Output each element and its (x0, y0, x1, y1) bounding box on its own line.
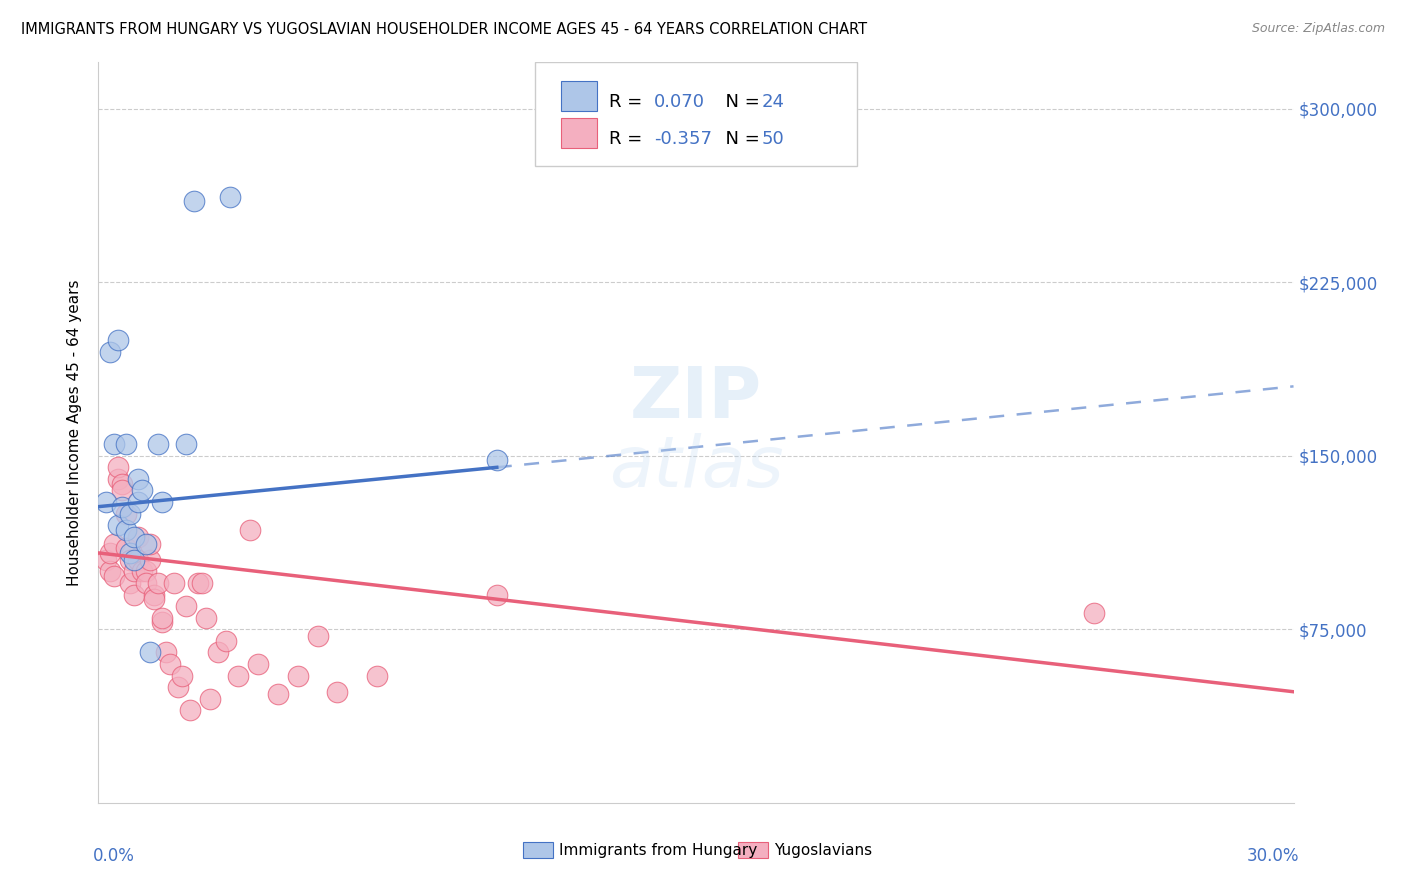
Point (111, 500, 134, 514)
Point (150, 495, 173, 509)
Point (120, 546, 142, 560)
Text: Source: ZipAtlas.com: Source: ZipAtlas.com (1251, 22, 1385, 36)
Text: N =: N = (714, 130, 765, 148)
FancyBboxPatch shape (523, 842, 553, 858)
Point (267, 687, 290, 701)
Point (120, 576, 142, 591)
Text: 24: 24 (762, 94, 785, 112)
Point (187, 576, 209, 591)
Point (307, 629, 329, 643)
Point (131, 565, 153, 579)
Text: Immigrants from Hungary: Immigrants from Hungary (558, 844, 756, 858)
Point (107, 460, 129, 475)
Point (107, 333, 129, 347)
Point (366, 668, 388, 682)
FancyBboxPatch shape (561, 118, 596, 147)
FancyBboxPatch shape (561, 81, 596, 111)
Text: R =: R = (609, 130, 648, 148)
Point (98, 565, 122, 579)
Point (155, 645, 177, 659)
Point (98, 546, 122, 560)
Point (135, 576, 157, 591)
Point (150, 610, 173, 624)
Point (139, 645, 162, 659)
Point (139, 553, 162, 567)
Point (239, 523, 262, 537)
Point (127, 495, 149, 509)
Point (163, 576, 186, 591)
Text: 50: 50 (762, 130, 785, 148)
Text: -0.357: -0.357 (654, 130, 713, 148)
Point (287, 668, 309, 682)
Text: R =: R = (609, 94, 648, 112)
Point (115, 507, 138, 521)
Y-axis label: Householder Income Ages 45 - 64 years: Householder Income Ages 45 - 64 years (67, 279, 83, 586)
Point (159, 657, 181, 671)
Point (150, 615, 173, 630)
Point (124, 588, 146, 602)
Text: 30.0%: 30.0% (1247, 847, 1299, 865)
Point (115, 541, 138, 556)
Point (207, 645, 229, 659)
Point (167, 680, 190, 694)
Point (191, 576, 214, 591)
FancyBboxPatch shape (534, 62, 858, 166)
Point (111, 476, 134, 491)
Point (98, 344, 122, 359)
Point (115, 523, 138, 537)
Point (485, 453, 508, 467)
Point (115, 437, 138, 451)
Point (124, 565, 146, 579)
Text: ZIP: ZIP (630, 364, 762, 433)
Point (226, 668, 249, 682)
Point (246, 657, 269, 671)
Text: atlas: atlas (609, 433, 783, 501)
Point (127, 530, 149, 544)
Point (1083, 606, 1105, 620)
Point (103, 437, 125, 451)
Point (103, 536, 125, 550)
Point (174, 599, 197, 614)
Point (148, 437, 170, 451)
Point (179, 703, 201, 717)
Point (326, 685, 349, 699)
Point (96, 553, 118, 567)
Text: N =: N = (714, 94, 765, 112)
Point (131, 483, 153, 498)
Point (195, 610, 218, 624)
Point (219, 189, 242, 203)
Text: 0.070: 0.070 (654, 94, 706, 112)
Text: 0.0%: 0.0% (93, 847, 135, 865)
Point (120, 553, 142, 567)
Point (135, 536, 157, 550)
Point (124, 553, 146, 567)
Point (172, 668, 194, 682)
Point (485, 588, 508, 602)
Point (198, 691, 221, 706)
Point (127, 553, 149, 567)
Point (215, 633, 238, 648)
Point (143, 588, 166, 602)
Point (103, 569, 125, 583)
Point (124, 530, 146, 544)
Point (139, 536, 162, 550)
Text: Yugoslavians: Yugoslavians (773, 844, 872, 858)
Point (107, 518, 129, 533)
Point (107, 472, 129, 486)
Point (135, 565, 157, 579)
Point (96, 495, 118, 509)
Point (111, 483, 134, 498)
Point (148, 576, 170, 591)
Point (120, 507, 142, 521)
Point (143, 592, 166, 607)
FancyBboxPatch shape (738, 842, 768, 858)
Point (127, 472, 149, 486)
Point (174, 437, 197, 451)
Point (183, 194, 205, 209)
Text: IMMIGRANTS FROM HUNGARY VS YUGOSLAVIAN HOUSEHOLDER INCOME AGES 45 - 64 YEARS COR: IMMIGRANTS FROM HUNGARY VS YUGOSLAVIAN H… (21, 22, 868, 37)
